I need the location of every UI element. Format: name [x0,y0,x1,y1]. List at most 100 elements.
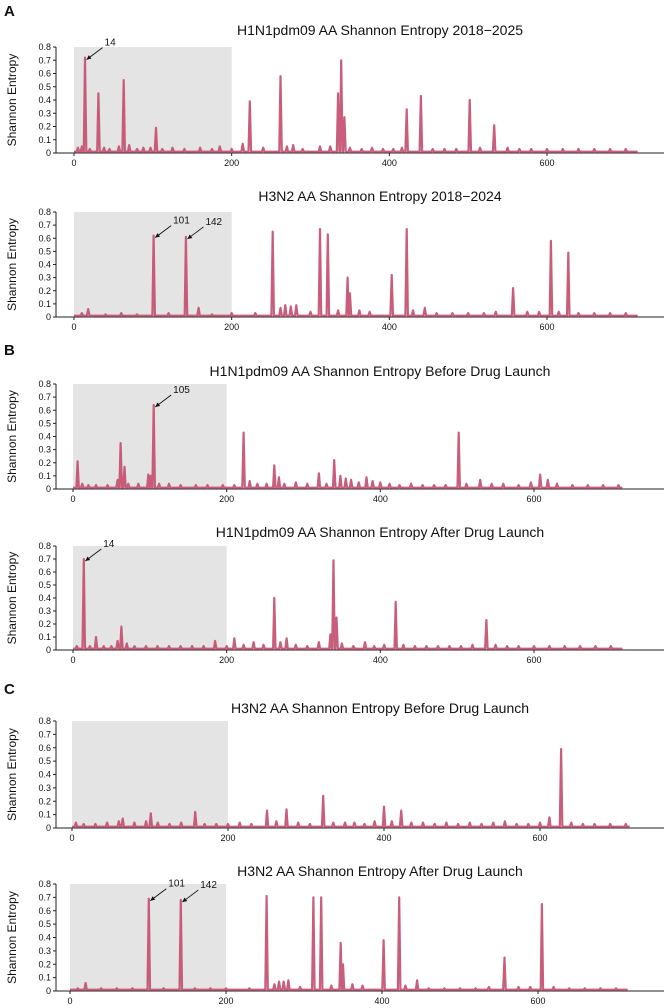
y-tick-label: 0 [46,986,51,996]
x-tick-label: 200 [219,655,234,665]
y-tick-label: 0.5 [38,418,51,428]
chart-title: H3N2 AA Shannon Entropy After Drug Launc… [237,863,523,879]
shaded-region [72,721,228,828]
y-tick-label: 0 [46,484,51,494]
y-tick-label: 0.1 [38,135,51,145]
chart-3: H1N1pdm09 AA Shannon Entropy Before Drug… [5,363,664,504]
annotation-arrowhead [155,233,161,238]
y-tick-label: 0.4 [38,260,51,270]
y-tick-label: 0 [46,645,51,655]
chart-1: H1N1pdm09 AA Shannon Entropy 2018−2025 Sh… [5,22,664,168]
y-tick-label: 0.7 [38,554,51,564]
y-tick-label: 0.4 [38,933,51,943]
y-tick-label: 0.2 [38,619,51,629]
x-tick-label: 0 [71,322,76,332]
entropy-series-line [72,748,630,828]
y-tick-label: 0 [46,148,51,158]
panel-letter-c: C [4,681,15,698]
y-tick-label: 0.7 [38,55,51,65]
y-tick-label: 0.2 [38,458,51,468]
entropy-series-line [70,894,628,991]
x-tick-label: 0 [69,833,74,843]
y-tick-label: 0.2 [38,286,51,296]
x-tick-label: 600 [526,494,541,504]
y-tick-label: 0.2 [38,796,51,806]
annotation-arrowhead [182,897,188,903]
chart-6: H3N2 AA Shannon Entropy After Drug Launc… [5,863,664,1006]
annotation-label: 142 [200,880,217,891]
x-tick-label: 600 [526,655,541,665]
y-tick-label: 0.8 [38,207,51,217]
x-tick-label: 200 [219,494,234,504]
y-tick-label: 0.7 [38,729,51,739]
annotation-arrowhead [155,402,161,407]
y-tick-label: 0.2 [38,122,51,132]
x-tick-label: 400 [374,996,389,1006]
y-tick-label: 0.5 [38,580,51,590]
y-tick-label: 0.5 [38,919,51,929]
y-tick-label: 0.7 [38,392,51,402]
y-tick-label: 0.3 [38,606,51,616]
y-axis-label: Shannon Entropy [5,728,19,821]
y-tick-label: 0.8 [38,716,51,726]
shaded-region [73,546,227,650]
chart-title: H1N1pdm09 AA Shannon Entropy After Drug … [216,524,544,540]
x-tick-label: 600 [530,996,545,1006]
x-tick-label: 200 [224,322,239,332]
y-tick-label: 0.6 [38,567,51,577]
y-tick-label: 0.4 [38,95,51,105]
panel-letter-a: A [4,3,15,20]
y-tick-label: 0.5 [38,82,51,92]
x-tick-label: 600 [532,833,547,843]
x-tick-label: 200 [218,996,233,1006]
annotation-label: 101 [168,879,185,890]
y-tick-label: 0.6 [38,233,51,243]
y-tick-label: 0.1 [38,973,51,983]
entropy-series-line [74,228,638,317]
y-axis-label: Shannon Entropy [5,218,19,311]
y-tick-label: 0.1 [38,471,51,481]
x-tick-label: 0 [70,494,75,504]
y-tick-label: 0.7 [38,220,51,230]
y-tick-label: 0.2 [38,959,51,969]
y-tick-label: 0 [46,823,51,833]
x-tick-label: 200 [224,158,239,168]
y-tick-label: 0.5 [38,756,51,766]
y-tick-label: 0.1 [38,632,51,642]
annotation-label: 142 [205,217,222,228]
y-axis-label: Shannon Entropy [5,552,19,645]
chart-4: H1N1pdm09 AA Shannon Entropy After Drug … [5,524,664,665]
x-tick-label: 600 [539,322,554,332]
annotation-label: 14 [105,38,117,49]
annotation-label: 101 [173,216,190,227]
x-tick-label: 0 [70,655,75,665]
y-axis-label: Shannon Entropy [5,891,19,984]
y-axis-label: Shannon Entropy [5,390,19,483]
annotation-label: 14 [103,539,115,550]
annotation-arrowhead [86,55,92,60]
y-tick-label: 0.4 [38,593,51,603]
x-tick-label: 400 [382,158,397,168]
y-tick-label: 0.3 [38,273,51,283]
entropy-series-line [73,403,623,489]
chart-title: H1N1pdm09 AA Shannon Entropy 2018−2025 [237,22,523,38]
x-tick-label: 200 [220,833,235,843]
y-tick-label: 0.4 [38,770,51,780]
y-tick-label: 0.8 [38,879,51,889]
x-tick-label: 0 [67,996,72,1006]
y-tick-label: 0.8 [38,541,51,551]
panel-letter-b: B [4,342,15,359]
entropy-series-line [74,56,638,153]
y-tick-label: 0.6 [38,743,51,753]
x-tick-label: 400 [373,655,388,665]
y-tick-label: 0.8 [38,42,51,52]
y-tick-label: 0.6 [38,906,51,916]
y-tick-label: 0.5 [38,246,51,256]
shaded-region [73,384,227,489]
x-tick-label: 400 [373,494,388,504]
y-tick-label: 0.1 [38,299,51,309]
chart-title: H1N1pdm09 AA Shannon Entropy Before Drug… [210,363,551,379]
y-tick-label: 0.6 [38,405,51,415]
y-tick-label: 0.8 [38,379,51,389]
